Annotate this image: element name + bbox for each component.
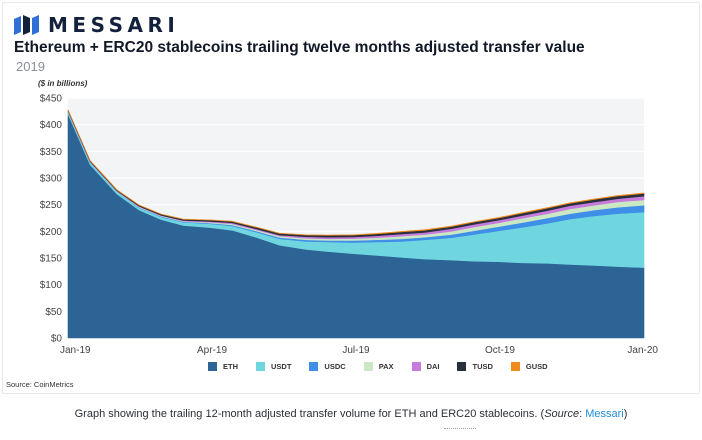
legend-item-eth: ETH xyxy=(208,362,238,371)
y-tick-label: $450 xyxy=(40,94,63,105)
x-tick-label: Jan-19 xyxy=(60,345,91,356)
legend-swatch-pax xyxy=(363,362,373,371)
legend-swatch-eth xyxy=(208,362,217,371)
legend-item-gusd: GUSD xyxy=(510,362,548,371)
caption-source-word: Source xyxy=(544,408,580,420)
legend-label-gusd: GUSD xyxy=(525,362,548,371)
chart-title: Ethereum + ERC20 stablecoins trailing tw… xyxy=(14,39,585,56)
messari-logo-icon xyxy=(14,15,39,35)
legend-swatch-usdc xyxy=(309,362,319,371)
x-tick-label: Jul-19 xyxy=(342,345,370,356)
stacked-area-chart: $0 $50 $100 $150 $200 $250 $300 $350 $400 $450 Jan… xyxy=(40,94,659,357)
legend-label-tusd: TUSD xyxy=(472,362,493,371)
y-tick-label: $100 xyxy=(40,280,63,291)
caption-dotted-underline xyxy=(444,428,476,429)
legend-label-usdc: USDC xyxy=(324,362,346,371)
legend-label-dai: DAI xyxy=(426,362,440,371)
legend-item-usdt: USDT xyxy=(256,362,291,371)
legend-label-usdt: USDT xyxy=(271,362,292,371)
figure-caption: Graph showing the trailing 12-month adju… xyxy=(0,408,702,420)
legend-swatch-tusd xyxy=(457,362,467,371)
chart-legend: ETH USDT USDC PAX DAI TUSD GUSD xyxy=(208,362,548,371)
caption-text: Graph showing the trailing 12-month adju… xyxy=(74,408,545,420)
y-tick-label: $0 xyxy=(51,334,63,345)
y-axis-unit-label: ($ in billions) xyxy=(38,79,88,88)
legend-label-pax: PAX xyxy=(378,362,394,371)
y-tick-label: $300 xyxy=(40,174,63,185)
legend-swatch-usdt xyxy=(256,362,265,371)
legend-item-pax: PAX xyxy=(363,362,394,371)
legend-item-usdc: USDC xyxy=(309,362,346,371)
messari-logo: MESSARI xyxy=(14,13,180,37)
y-tick-label: $200 xyxy=(40,227,63,238)
y-tick-label: $350 xyxy=(40,147,63,158)
caption-separator: : xyxy=(579,408,586,420)
x-tick-label: Oct-19 xyxy=(485,345,515,356)
legend-swatch-gusd xyxy=(510,362,520,371)
legend-item-tusd: TUSD xyxy=(457,362,493,371)
y-tick-label: $400 xyxy=(40,120,63,131)
brand-name: MESSARI xyxy=(48,13,180,37)
y-tick-label: $250 xyxy=(40,200,63,211)
chart-subtitle: 2019 xyxy=(16,59,45,74)
area-series-gusd xyxy=(67,109,645,236)
x-tick-label: Apr-19 xyxy=(197,345,227,356)
legend-swatch-dai xyxy=(411,362,421,371)
y-tick-label: $150 xyxy=(40,254,63,265)
y-tick-label: $50 xyxy=(45,307,62,318)
chart-source-note: Source: CoinMetrics xyxy=(6,380,74,389)
legend-item-dai: DAI xyxy=(411,362,440,371)
caption-source-link[interactable]: Messari xyxy=(585,408,624,420)
legend-label-eth: ETH xyxy=(223,362,238,371)
x-tick-label: Jan-20 xyxy=(627,345,658,356)
caption-end: ) xyxy=(623,408,628,420)
